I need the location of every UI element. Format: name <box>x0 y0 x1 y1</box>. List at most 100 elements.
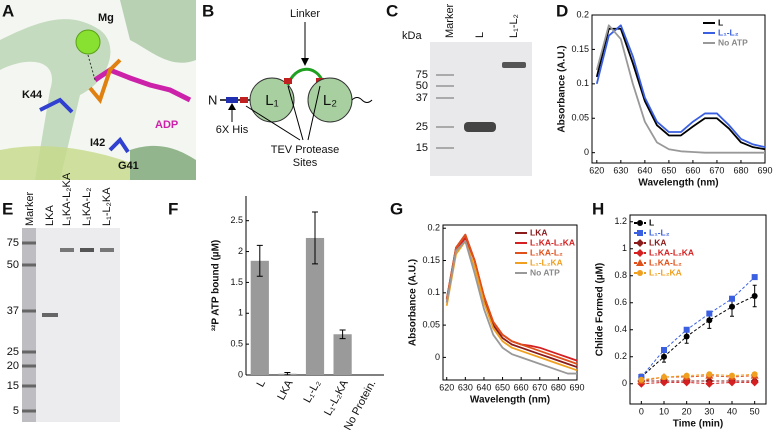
marker <box>660 378 668 387</box>
marker <box>637 220 643 226</box>
marker <box>661 353 667 360</box>
ladder-band <box>436 147 454 149</box>
legend-label: L₁KA-L₂ <box>530 247 563 257</box>
ladder-label: 75 <box>416 69 428 81</box>
series-line <box>641 373 755 381</box>
x-tick-label: 630 <box>613 165 628 175</box>
legend-label: L₁KA-L₂KA <box>530 237 575 247</box>
y-tick-label: 0.1 <box>427 287 440 297</box>
x-tick-label: LKA <box>275 378 296 403</box>
y-axis-label: Absorbance (A.U.) <box>557 45 568 132</box>
series-line <box>595 24 766 149</box>
x-tick-label: 20 <box>682 406 692 416</box>
panel-label: B <box>202 1 214 20</box>
legend-label: L₁-L₂ <box>649 227 670 237</box>
y-tick-label: 0 <box>435 352 440 362</box>
x-tick-label: 660 <box>514 382 529 392</box>
series-line <box>595 24 765 154</box>
x-tick-label: 40 <box>727 406 737 416</box>
ladder-label: 5 <box>13 405 19 417</box>
ladder-band <box>22 409 36 413</box>
x-tick-label: 630 <box>458 382 473 392</box>
lane-label: L₁-L₂KA <box>101 187 113 226</box>
ladder-band <box>436 126 454 128</box>
lys-stick <box>39 97 74 114</box>
marker <box>638 376 645 383</box>
coordination <box>87 54 96 81</box>
x-axis-label: Wavelength (nm) <box>638 178 718 189</box>
y-tick-label: 0.2 <box>427 223 440 233</box>
marker <box>705 379 714 388</box>
legend-label: L₁-L₂KA <box>530 257 563 267</box>
bar <box>305 237 325 375</box>
structure-label: ADP <box>155 119 178 131</box>
y-axis-label: Chlide Formed (µM) <box>595 263 606 357</box>
series-line <box>640 295 755 378</box>
structure-label: K44 <box>22 89 43 101</box>
ladder-band <box>436 74 454 76</box>
y-tick-label: 0.8 <box>614 270 627 280</box>
y-tick-label: 1.5 <box>230 277 243 287</box>
y-axis-label: ³²P ATP bound (µM) <box>211 240 222 331</box>
x-tick-label: 30 <box>704 406 714 416</box>
bar <box>333 334 352 375</box>
ladder-band <box>436 97 454 99</box>
marker <box>729 372 735 379</box>
x-tick-label: 620 <box>589 165 604 175</box>
x-tick-label: L₁-L₂ <box>301 378 323 405</box>
marker <box>751 274 758 281</box>
panel-label: H <box>592 199 604 218</box>
y-tick-label: 0.2 <box>576 9 589 19</box>
series-line <box>640 276 756 378</box>
y-tick-label: 0.15 <box>571 44 589 54</box>
marker <box>706 317 713 324</box>
n-terminus: N <box>208 92 217 107</box>
ribbon <box>0 19 111 181</box>
y-tick-label: 0 <box>622 378 627 388</box>
panel-label: F <box>168 199 178 218</box>
ladder-label: 25 <box>7 346 19 358</box>
series-line <box>641 381 755 385</box>
ladder-label: 15 <box>416 142 428 154</box>
phosphate-stick <box>88 58 122 105</box>
x-tick-label: 640 <box>637 165 652 175</box>
marker <box>683 333 690 340</box>
y-tick-label: 2.5 <box>230 215 243 225</box>
marker <box>751 293 758 299</box>
y-tick-label: 0.1 <box>576 78 589 88</box>
gel-band <box>464 122 496 132</box>
ladder-band <box>22 364 36 368</box>
marker <box>706 371 713 378</box>
marker-lane <box>22 228 36 422</box>
sites-label: Sites <box>293 157 318 169</box>
ladder-band <box>22 384 36 388</box>
legend-label: L₁-L₂ <box>718 27 739 37</box>
y-tick-label: 0.05 <box>422 319 440 329</box>
marker <box>661 374 667 380</box>
lane-label: Marker <box>444 3 456 38</box>
tev-site <box>284 78 292 84</box>
tag-label: 6X His <box>216 124 249 136</box>
legend-label: LKA <box>530 227 547 237</box>
legend-label: No ATP <box>530 267 560 277</box>
x-tick-label: 0 <box>639 406 644 416</box>
marker <box>636 249 644 257</box>
x-axis-label: Wavelength (nm) <box>470 395 550 406</box>
error-bar <box>256 244 263 277</box>
x-tick-label: 660 <box>685 165 700 175</box>
pointer <box>287 85 304 141</box>
domain-label: L₂ <box>323 92 337 109</box>
x-tick-label: 680 <box>733 165 748 175</box>
y-tick-label: 0.2 <box>614 351 627 361</box>
lane-label: L₁KA-L₂KA <box>61 172 73 226</box>
marker <box>683 372 690 379</box>
his-tag <box>226 97 238 103</box>
lane-label: L₁-L₂ <box>508 14 520 38</box>
ladder-band <box>22 263 36 267</box>
marker <box>661 347 667 353</box>
ladder-label: 50 <box>416 80 428 92</box>
ladder-label: 75 <box>7 237 19 249</box>
error-bar <box>312 211 318 265</box>
